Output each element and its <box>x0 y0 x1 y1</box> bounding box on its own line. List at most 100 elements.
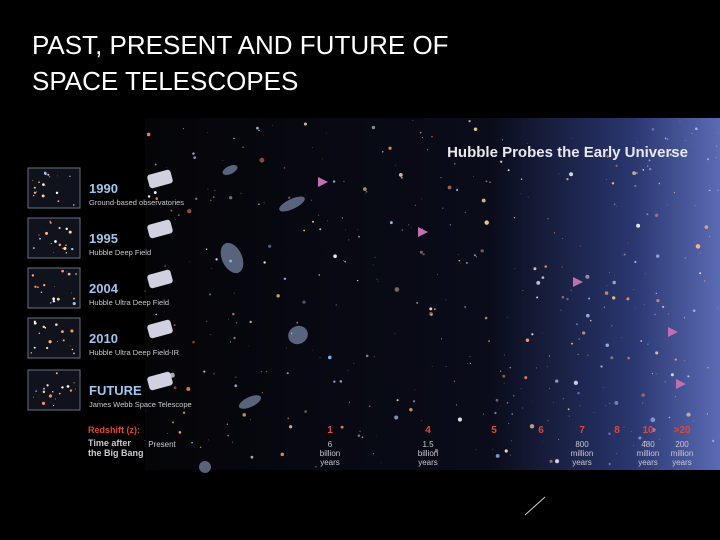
redshift-value: 7 <box>579 425 585 436</box>
star <box>365 354 369 358</box>
star <box>608 462 611 466</box>
star <box>396 399 399 402</box>
star <box>560 309 562 311</box>
starfield <box>144 119 719 473</box>
star <box>302 300 306 304</box>
redshift-value: 4 <box>425 425 431 436</box>
thumbnail-star <box>35 390 37 392</box>
thumbnail-star <box>71 348 74 351</box>
star <box>658 438 660 440</box>
star <box>571 342 574 345</box>
thumbnail-star <box>73 204 75 206</box>
star <box>553 232 556 234</box>
redshift-value: 1 <box>327 425 333 436</box>
star <box>577 391 580 395</box>
telescope-icon <box>147 219 173 239</box>
star <box>483 413 485 415</box>
thumbnail-star <box>65 252 68 254</box>
thumbnail-star <box>67 272 71 276</box>
star <box>473 254 476 257</box>
star <box>348 401 350 403</box>
star <box>533 267 537 271</box>
thumbnail-star <box>32 396 34 398</box>
thumbnail-star <box>54 285 55 287</box>
star <box>164 265 166 267</box>
star <box>258 129 260 132</box>
star <box>154 163 157 166</box>
thumbnail <box>27 369 81 411</box>
star <box>691 132 693 134</box>
star <box>589 319 592 322</box>
star <box>651 373 653 375</box>
star <box>606 155 609 158</box>
thumbnail-star <box>32 247 35 249</box>
star <box>655 351 659 355</box>
star <box>263 261 266 264</box>
star <box>285 347 287 349</box>
star <box>693 144 694 146</box>
star <box>627 242 629 244</box>
star <box>711 439 715 443</box>
galaxy <box>199 461 211 473</box>
thumbnail-star <box>37 286 39 288</box>
star <box>531 333 534 336</box>
star <box>689 363 691 364</box>
star <box>440 177 442 179</box>
star <box>206 320 208 322</box>
star <box>632 171 636 176</box>
star <box>600 365 603 368</box>
star <box>318 214 320 216</box>
star <box>674 396 676 398</box>
star <box>529 424 535 429</box>
star <box>173 386 177 390</box>
star <box>365 190 368 193</box>
thumbnail-star <box>62 339 65 342</box>
star <box>645 273 647 275</box>
star <box>178 431 182 434</box>
star <box>522 289 524 291</box>
star <box>644 440 647 443</box>
star <box>226 423 229 425</box>
star <box>570 289 572 291</box>
star <box>363 187 367 191</box>
star <box>233 137 235 140</box>
star <box>506 317 508 318</box>
time-value: million <box>571 449 594 458</box>
star <box>576 323 578 326</box>
star <box>371 125 376 130</box>
star <box>647 343 649 345</box>
star <box>394 415 399 420</box>
star <box>319 357 321 358</box>
star <box>333 254 337 259</box>
star <box>339 380 343 383</box>
star <box>507 422 510 425</box>
star <box>433 308 436 311</box>
thumbnail-star <box>66 271 68 273</box>
star <box>716 132 718 134</box>
thumbnail-star <box>58 243 62 247</box>
star <box>578 338 580 340</box>
star <box>211 267 212 269</box>
star <box>147 195 151 198</box>
star <box>372 264 374 266</box>
star <box>195 197 198 200</box>
thumbnail-star <box>44 326 47 329</box>
star <box>613 153 614 154</box>
star <box>499 370 502 372</box>
star <box>303 229 305 232</box>
thumbnail-star <box>72 297 76 300</box>
thumbnail-star <box>45 231 49 235</box>
star <box>412 400 416 403</box>
star <box>510 440 512 442</box>
star <box>717 189 719 191</box>
thumbnail-star <box>54 240 57 243</box>
arrow-head <box>676 379 686 389</box>
star <box>475 256 477 258</box>
star <box>504 449 508 453</box>
star <box>303 122 308 126</box>
star <box>646 213 649 216</box>
thumbnail-star <box>39 237 41 240</box>
star <box>673 192 676 194</box>
star <box>643 304 645 306</box>
